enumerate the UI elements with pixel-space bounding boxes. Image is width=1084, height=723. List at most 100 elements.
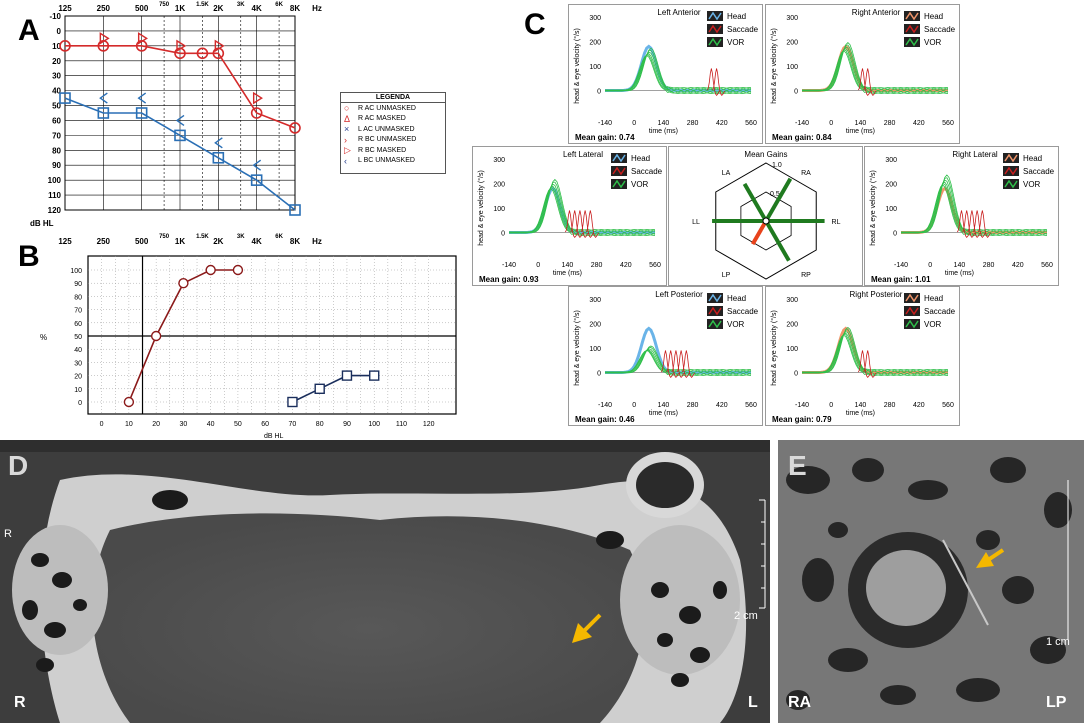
vhit-x-tick: -140	[795, 120, 809, 127]
vhit-saccade-trace	[857, 350, 872, 378]
audiogram-db-tick: 0	[57, 27, 62, 36]
vhit-x-tick: 420	[913, 402, 925, 409]
vhit-legend-mark	[708, 293, 722, 303]
arrow-icon	[572, 613, 602, 643]
polar-ring-label: 1.0	[772, 162, 782, 169]
vhit-y-tick: 0	[794, 371, 798, 378]
vhit-legend-mark	[1004, 166, 1018, 176]
audiogram-point	[250, 107, 263, 119]
vhit-y-tick: 300	[885, 157, 897, 164]
vhit-x-tick: 0	[632, 402, 636, 409]
vhit-vor-trace	[801, 333, 949, 376]
speech-point	[123, 396, 135, 408]
vhit-y-tick: 0	[794, 89, 798, 96]
audiogram-freq-tick: 125	[58, 4, 72, 13]
audiogram-point	[137, 32, 148, 45]
vhit-legend-label: VOR	[924, 38, 942, 47]
vhit-legend-mark	[905, 293, 919, 303]
audiogram-bottom-freq-labels: 125 250 500 750 1K 1.5K 2K 3K 4K 6K 8K Hz	[58, 234, 322, 246]
audiogram-point	[99, 92, 108, 104]
vhit-x-tick: 280	[687, 120, 699, 127]
audiogram-legend: LEGENDA ○ R AC UNMASKED Δ R AC MASKED × L AC …	[340, 92, 446, 174]
vhit-saccade-trace	[977, 210, 991, 238]
vhit-saccade-trace	[863, 68, 877, 96]
vhit-legend-mark	[1004, 179, 1018, 189]
speech-y-tick: 20	[74, 374, 82, 381]
audiogram-freq-tick: 4K	[252, 4, 262, 13]
vhit-y-tick: 300	[493, 157, 505, 164]
speech-point	[369, 370, 380, 381]
polar-axis-label: LP	[722, 272, 731, 279]
audiogram-freq-tick: 500	[135, 4, 149, 13]
vhit-plot: Left Lateral 300 200 100 0 -140 0 140 280 420 560 t…	[477, 150, 663, 284]
audiogram-freq-tick: 3K	[237, 234, 245, 240]
vhit-y-tick: 100	[885, 206, 897, 213]
audiogram-freq-tick: 8K	[290, 4, 300, 13]
audiogram-db-tick: 10	[52, 42, 61, 51]
ct-axial-scale: 2 cm	[734, 610, 758, 622]
vhit-x-label: time (ms)	[846, 128, 875, 135]
vhit-y-tick: 0	[893, 231, 897, 238]
vhit-mean-gain: Mean gain: 0.84	[772, 133, 832, 142]
vhit-panel-left-posterior: Left Posterior 300 200 100 0 -140 0 140 280 420 56…	[568, 286, 763, 426]
vhit-saccade-trace	[671, 350, 685, 378]
vhit-legend-mark	[708, 306, 722, 316]
audiogram-point	[174, 129, 186, 142]
vhit-vor-trace	[604, 347, 752, 376]
vhit-legend-mark	[612, 179, 626, 189]
vhit-y-tick: 200	[786, 322, 798, 329]
audiogram-freq-tick: 4K	[252, 237, 262, 246]
vhit-x-tick: -140	[795, 402, 809, 409]
legend-symbol: ›	[344, 134, 347, 145]
vhit-x-tick: 140	[658, 120, 670, 127]
vhit-x-tick: 280	[687, 402, 699, 409]
ct-axial-small-label: R	[4, 528, 12, 540]
vhit-x-tick: 0	[632, 120, 636, 127]
vhit-vor-trace	[604, 47, 752, 94]
speech-y-tick: 100	[70, 268, 82, 275]
legend-label: R AC MASKED	[358, 115, 406, 123]
audiogram-db-labels: -10 0 10 20 30 40 50 60 70 80 90 100 110 120	[48, 12, 62, 215]
vhit-y-tick: 100	[786, 346, 798, 353]
vhit-legend-label: Saccade	[727, 307, 759, 316]
polar-axis-label: RL	[832, 219, 841, 226]
vhit-x-tick: -140	[598, 120, 612, 127]
vhit-x-tick: -140	[598, 402, 612, 409]
vhit-legend-mark	[708, 319, 722, 329]
vhit-legend-mark	[905, 11, 919, 21]
audiogram-freq-tick: 8K	[290, 237, 300, 246]
vhit-x-tick: 420	[620, 262, 632, 269]
audiogram-db-tick: 80	[52, 146, 61, 155]
audiogram-db-tick: 50	[52, 102, 61, 111]
vhit-vor-trace	[801, 332, 949, 376]
legend-label: R BC UNMASKED	[358, 136, 417, 144]
audiogram-db-tick: -10	[49, 12, 61, 21]
vhit-mean-gain: Mean gain: 0.93	[479, 275, 539, 284]
legend-item: ○ R AC UNMASKED	[341, 103, 445, 114]
vhit-plot: Right Anterior 300 200 100 0 -140 0 140 280 420 56…	[770, 8, 956, 142]
vhit-y-tick: 0	[597, 89, 601, 96]
legend-item: ▷ R BC MASKED	[341, 145, 445, 156]
vhit-x-tick: 140	[855, 120, 867, 127]
audiogram-freq-tick: 1K	[175, 237, 185, 246]
audiogram-freq-tick: 750	[159, 2, 170, 8]
speech-curves	[123, 264, 380, 408]
vhit-plot: Left Anterior 300 200 100 0 -140 0 140 280 420 560…	[573, 8, 759, 142]
vhit-legend-label: Saccade	[631, 167, 663, 176]
vhit-panel-right-lateral: Right Lateral 300 200 100 0 -140 0 140 280 420 560…	[864, 146, 1059, 286]
vhit-saccade-trace	[564, 210, 579, 238]
speech-y-tick: 60	[74, 321, 82, 328]
ct-oblique-image	[778, 440, 1084, 723]
vhit-legend-label: VOR	[727, 320, 745, 329]
vhit-saccade-trace	[863, 350, 877, 378]
vhit-saccade-trace	[857, 68, 872, 96]
vhit-y-label: head & eye velocity (°/s)	[477, 170, 485, 246]
vhit-legend-label: Saccade	[924, 25, 956, 34]
legend-item: › R BC UNMASKED	[341, 135, 445, 146]
vhit-y-tick: 0	[597, 371, 601, 378]
legend-item: ‹ L BC UNMASKED	[341, 156, 445, 167]
vhit-saccade-trace	[660, 350, 675, 378]
speech-curve	[292, 374, 375, 403]
vhit-legend-mark	[612, 153, 626, 163]
audiogram: 125 250 500 750 1K 1.5K 2K 3K 4K 6K 8K Hz -10 0 10 20 3…	[30, 2, 322, 246]
